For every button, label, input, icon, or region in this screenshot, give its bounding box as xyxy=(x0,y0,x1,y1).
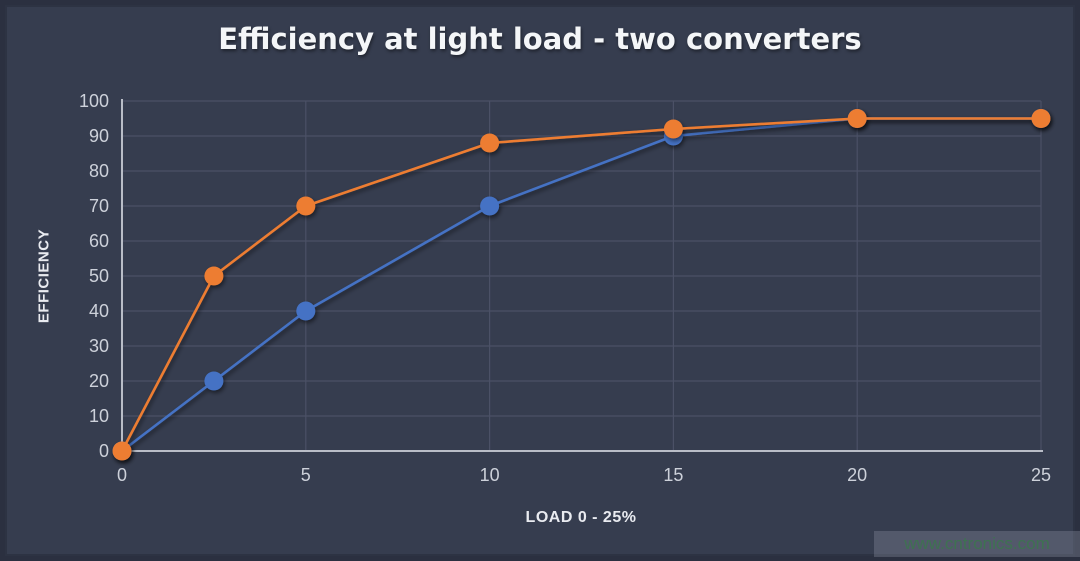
y-tick-label: 70 xyxy=(89,196,109,216)
tick-labels: 0 10 20 30 40 50 60 70 80 90 100 0 5 10 15 20 25 xyxy=(79,91,1051,485)
y-tick-label: 10 xyxy=(89,406,109,426)
data-point-marker xyxy=(1031,109,1051,128)
data-point-marker xyxy=(296,301,316,321)
data-point-marker xyxy=(847,109,867,128)
data-point-marker xyxy=(296,196,316,216)
y-tick-label: 100 xyxy=(79,91,109,111)
x-tick-label: 5 xyxy=(301,465,311,485)
x-tick-label: 15 xyxy=(663,465,683,485)
data-point-marker xyxy=(663,119,683,139)
data-point-marker xyxy=(480,196,500,216)
x-tick-label: 20 xyxy=(847,465,867,485)
y-tick-label: 50 xyxy=(89,266,109,286)
series-converter-blue xyxy=(112,109,1051,461)
y-tick-label: 60 xyxy=(89,231,109,251)
chart-title: Efficiency at light load - two converter… xyxy=(218,22,862,56)
data-point-marker xyxy=(204,371,224,391)
y-tick-label: 30 xyxy=(89,336,109,356)
series-line xyxy=(120,117,1041,452)
x-tick-label: 0 xyxy=(117,465,127,485)
y-tick-label: 80 xyxy=(89,161,109,181)
data-point-marker xyxy=(112,441,132,461)
y-tick-label: 20 xyxy=(89,371,109,391)
series-line xyxy=(121,117,1041,453)
gridlines xyxy=(122,100,1042,451)
axes xyxy=(121,99,1043,452)
data-point-marker xyxy=(480,133,500,153)
y-axis-title: EFFICIENCY xyxy=(35,228,53,324)
y-tick-label: 90 xyxy=(89,126,109,146)
data-point-marker xyxy=(204,266,224,286)
series-converter-orange xyxy=(112,109,1051,461)
y-tick-label: 40 xyxy=(89,301,109,321)
x-axis-title: LOAD 0 - 25% xyxy=(525,509,637,526)
watermark: www.cntronics.com xyxy=(874,531,1080,557)
x-tick-label: 25 xyxy=(1031,465,1051,485)
x-tick-label: 10 xyxy=(480,465,500,485)
y-tick-label: 0 xyxy=(99,441,109,461)
